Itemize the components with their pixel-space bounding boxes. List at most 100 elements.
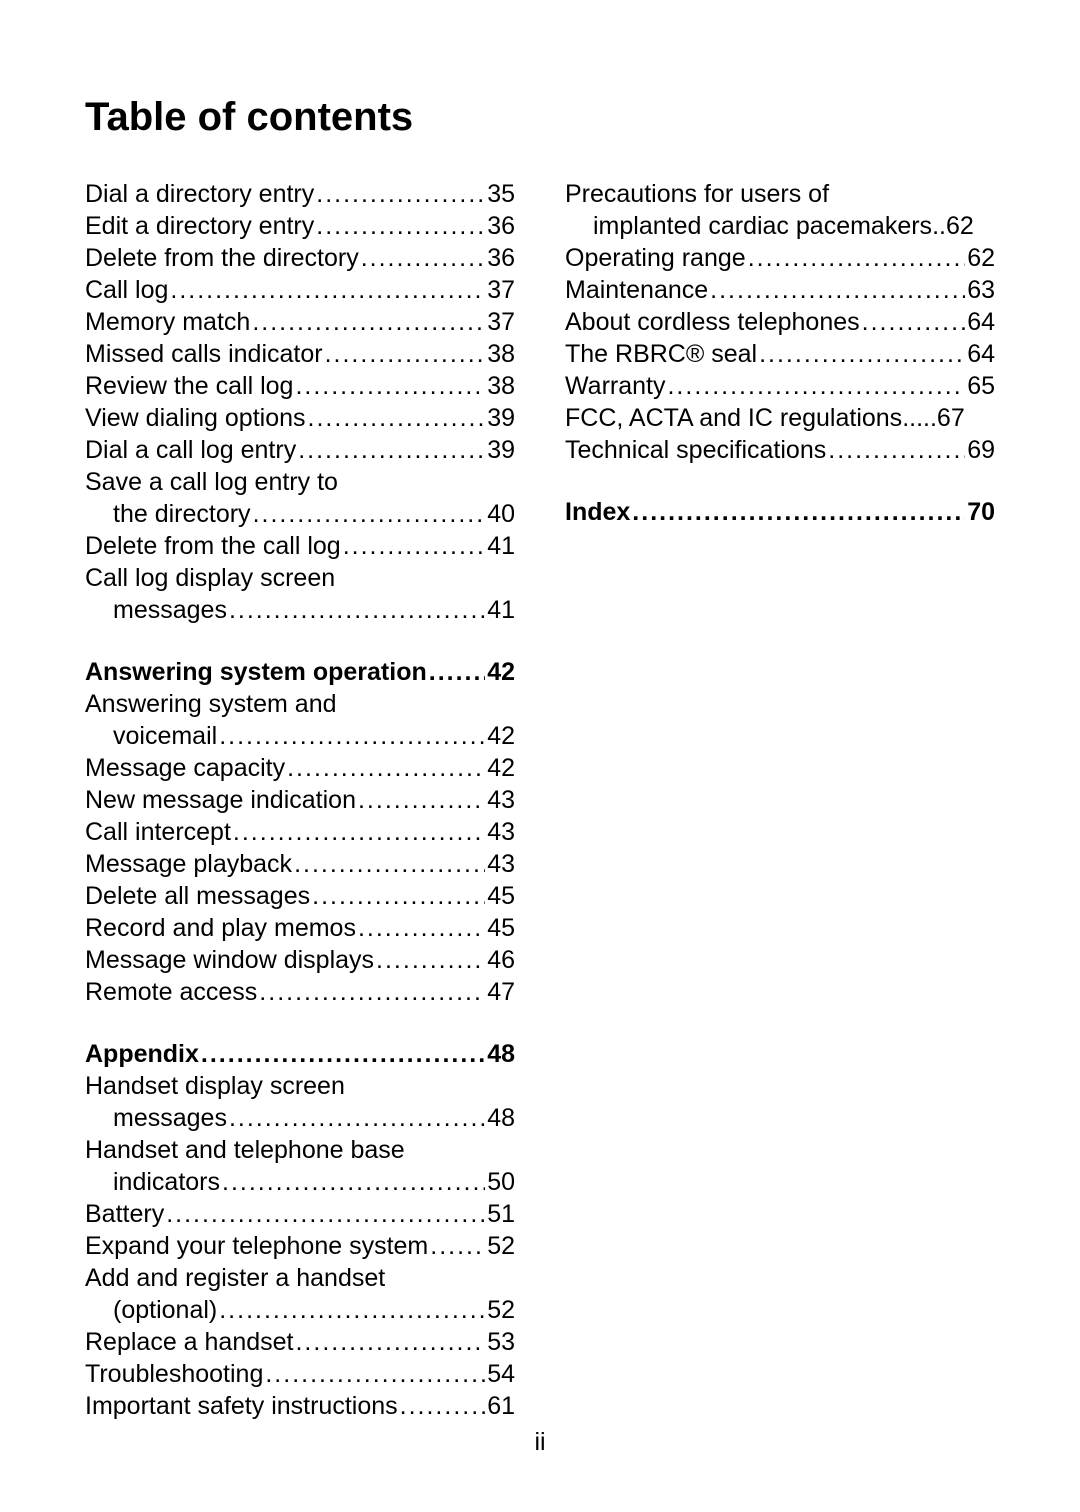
toc-label: Add and register a handset (85, 1262, 385, 1294)
toc-page: 43 (487, 816, 515, 848)
toc-leader (316, 210, 485, 242)
toc-leader (400, 1390, 486, 1422)
toc-page: 46 (487, 944, 515, 976)
toc-entry: New message indication43 (85, 784, 515, 816)
toc-page: 61 (487, 1390, 515, 1422)
toc-page: 50 (487, 1166, 515, 1198)
toc-entry: Edit a directory entry36 (85, 210, 515, 242)
toc-leader (748, 242, 966, 274)
toc-label: Replace a handset (85, 1326, 293, 1358)
toc-leader (294, 848, 485, 880)
toc-entry: Important safety instructions 61 (85, 1390, 515, 1422)
toc-label: voicemail (85, 720, 217, 752)
toc-page: 37 (487, 274, 515, 306)
toc-label: indicators (85, 1166, 220, 1198)
toc-right-column: Precautions for users ofimplanted cardia… (565, 178, 995, 1422)
toc-columns: Dial a directory entry 35Edit a directory… (85, 178, 995, 1422)
toc-label: Warranty (565, 370, 665, 402)
toc-page: 67 (937, 402, 965, 434)
toc-leader (710, 274, 965, 306)
toc-page: 39 (487, 402, 515, 434)
toc-entry: Technical specifications69 (565, 434, 995, 466)
toc-leader (229, 594, 485, 626)
toc-label: (optional) (85, 1294, 217, 1326)
toc-label: Technical specifications (565, 434, 826, 466)
toc-entry: Missed calls indicator38 (85, 338, 515, 370)
page-number: ii (0, 1428, 1080, 1457)
toc-entry: messages 48 (85, 1102, 515, 1134)
toc-page: 43 (487, 784, 515, 816)
toc-entry: Warranty65 (565, 370, 995, 402)
toc-leader (222, 1166, 485, 1198)
toc-label: Message window displays (85, 944, 374, 976)
toc-entry: Call intercept43 (85, 816, 515, 848)
toc-label: Dial a call log entry (85, 434, 296, 466)
toc-label: About cordless telephones (565, 306, 860, 338)
toc-entry: Operating range62 (565, 242, 995, 274)
toc-page: 40 (487, 498, 515, 530)
toc-entry: Call log display screen (85, 562, 515, 594)
toc-leader (312, 880, 485, 912)
toc-label: Appendix (85, 1038, 199, 1070)
toc-label: FCC, ACTA and IC regulations (565, 402, 902, 434)
toc-entry: Delete from the call log41 (85, 530, 515, 562)
toc-label: Important safety instructions (85, 1390, 398, 1422)
toc-label: Dial a directory entry (85, 178, 314, 210)
toc-entry: Dial a call log entry 39 (85, 434, 515, 466)
toc-label: Record and play memos (85, 912, 356, 944)
toc-label: messages (85, 1102, 227, 1134)
toc-label: Missed calls indicator (85, 338, 323, 370)
toc-page: 48 (487, 1038, 515, 1070)
toc-section-head: Answering system operation42 (85, 656, 515, 688)
toc-leader (667, 370, 965, 402)
toc-page: 38 (487, 370, 515, 402)
toc-leader (295, 1326, 485, 1358)
toc-page: 62 (967, 242, 995, 274)
toc-page: 39 (487, 434, 515, 466)
toc-page: 51 (487, 1198, 515, 1230)
toc-section-head: Appendix 48 (85, 1038, 515, 1070)
toc-page: 64 (967, 306, 995, 338)
toc-entry: Battery 51 (85, 1198, 515, 1230)
toc-entry: Save a call log entry to (85, 466, 515, 498)
toc-entry: The RBRC® seal64 (565, 338, 995, 370)
toc-entry: Delete all messages45 (85, 880, 515, 912)
toc-page: 48 (487, 1102, 515, 1134)
toc-leader (233, 816, 485, 848)
toc-page: 35 (487, 178, 515, 210)
toc-page: 37 (487, 306, 515, 338)
toc-leader (343, 530, 486, 562)
toc-page: 63 (967, 274, 995, 306)
toc-entry: Memory match37 (85, 306, 515, 338)
toc-label: messages (85, 594, 227, 626)
toc-leader (429, 656, 485, 688)
toc-page: 36 (487, 242, 515, 274)
toc-label: Call log display screen (85, 562, 335, 594)
toc-page: 45 (487, 912, 515, 944)
toc-leader (862, 306, 966, 338)
toc-leader (358, 912, 485, 944)
toc-page: 54 (487, 1358, 515, 1390)
toc-leader (219, 720, 485, 752)
toc-page: 42 (487, 656, 515, 688)
toc-leader (253, 498, 486, 530)
toc-entry: Message playback43 (85, 848, 515, 880)
toc-leader (287, 752, 485, 784)
toc-page: 70 (967, 496, 995, 528)
toc-page: 52 (487, 1230, 515, 1262)
toc-leader (259, 976, 485, 1008)
toc-leader (759, 338, 965, 370)
toc-leader (201, 1038, 485, 1070)
toc-label: Troubleshooting (85, 1358, 263, 1390)
toc-page: 43 (487, 848, 515, 880)
toc-entry: voicemail42 (85, 720, 515, 752)
toc-leader (295, 370, 485, 402)
toc-label: Battery (85, 1198, 164, 1230)
toc-label: Precautions for users of (565, 178, 829, 210)
toc-label: Save a call log entry to (85, 466, 338, 498)
toc-entry: Message window displays 46 (85, 944, 515, 976)
toc-entry: Answering system and (85, 688, 515, 720)
toc-label: The RBRC® seal (565, 338, 757, 370)
toc-label: Answering system and (85, 688, 337, 720)
toc-entry: messages41 (85, 594, 515, 626)
